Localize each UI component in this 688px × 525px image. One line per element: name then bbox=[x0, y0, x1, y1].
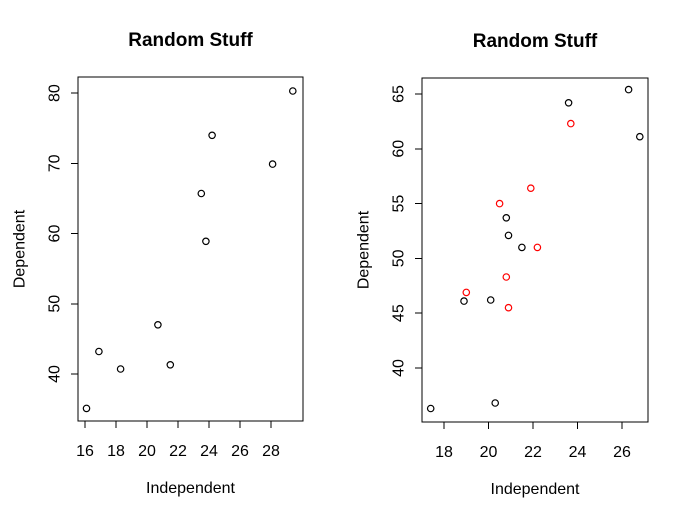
x-tick-label: 22 bbox=[169, 443, 187, 460]
data-point bbox=[166, 360, 175, 369]
data-point bbox=[208, 131, 216, 140]
y-tick-label: 65 bbox=[391, 85, 408, 103]
x-tick-label: 20 bbox=[480, 444, 498, 461]
plot-title: Random Stuff bbox=[473, 31, 598, 52]
y-tick-label: 40 bbox=[47, 365, 64, 383]
x-axis-label: Independent bbox=[146, 480, 236, 497]
series-red-points bbox=[462, 119, 575, 312]
data-point bbox=[526, 184, 535, 193]
y-axis-label: Dependent bbox=[356, 210, 373, 289]
data-point bbox=[202, 237, 210, 246]
data-point bbox=[502, 214, 511, 222]
plot-title: Random Stuff bbox=[128, 30, 253, 51]
series-black-points bbox=[426, 85, 644, 413]
data-point bbox=[495, 199, 504, 208]
y-tick-label: 40 bbox=[391, 359, 408, 377]
y-tick-label: 60 bbox=[47, 225, 64, 243]
x-tick-label: 24 bbox=[569, 444, 587, 461]
data-point bbox=[504, 231, 513, 240]
y-tick-label: 50 bbox=[47, 295, 64, 313]
scatter-plot-1: Random Stuff 16 18 20 22 24 26 28 40 50 60 70 80 Inde… bbox=[12, 30, 304, 497]
data-point bbox=[460, 297, 468, 305]
x-tick-label: 28 bbox=[262, 443, 280, 460]
y-tick-label: 70 bbox=[47, 154, 64, 172]
data-point bbox=[566, 119, 575, 128]
data-point bbox=[518, 243, 526, 252]
data-point bbox=[564, 99, 573, 107]
x-tick-label: 26 bbox=[231, 443, 249, 460]
x-tick-label: 20 bbox=[138, 443, 156, 460]
data-point bbox=[462, 288, 471, 297]
data-point bbox=[426, 404, 435, 413]
x-tick-label: 26 bbox=[613, 444, 631, 461]
x-tick-label: 18 bbox=[107, 443, 125, 460]
scatter-plot-2: Random Stuff 18 20 22 24 26 40 45 50 55 60 65 Indepe… bbox=[356, 31, 649, 498]
plot-frame bbox=[421, 77, 649, 423]
y-axis-label: Dependent bbox=[12, 209, 29, 288]
plot-frame bbox=[77, 76, 304, 422]
data-point bbox=[154, 320, 162, 329]
data-point bbox=[624, 85, 633, 94]
data-point bbox=[635, 132, 644, 141]
x-axis-label: Independent bbox=[491, 481, 581, 498]
data-point bbox=[82, 404, 91, 413]
data-point bbox=[95, 347, 103, 356]
y-tick-label: 45 bbox=[391, 304, 408, 322]
x-tick-label: 18 bbox=[435, 444, 453, 461]
x-tick-label: 22 bbox=[524, 444, 542, 461]
series-black-points bbox=[82, 87, 297, 413]
data-point bbox=[268, 160, 277, 168]
data-point bbox=[504, 303, 513, 312]
data-point bbox=[502, 273, 511, 281]
data-point bbox=[486, 296, 495, 304]
y-tick-label: 80 bbox=[47, 84, 64, 102]
y-tick-label: 60 bbox=[391, 140, 408, 158]
y-tick-label: 50 bbox=[391, 249, 408, 267]
data-point bbox=[491, 399, 500, 407]
y-tick-label: 55 bbox=[391, 195, 408, 213]
x-tick-label: 16 bbox=[76, 443, 94, 460]
x-tick-label: 24 bbox=[200, 443, 218, 460]
data-point bbox=[116, 365, 125, 373]
data-point bbox=[288, 87, 297, 95]
data-point bbox=[533, 243, 542, 252]
data-point bbox=[197, 189, 206, 198]
